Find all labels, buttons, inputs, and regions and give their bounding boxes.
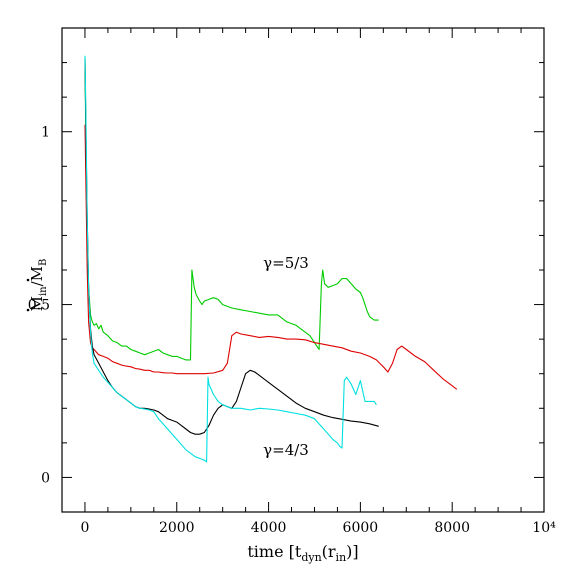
x-axis-label: time [tdyn(rin)] (247, 542, 358, 564)
series-line-4 (84, 55, 377, 463)
annotation-2: γ=4/3 (263, 441, 309, 459)
y-label-num: M (28, 296, 46, 311)
x-tick-label: 4000 (251, 520, 287, 536)
tick-layer: 0 2000 4000 6000 8000 10⁴ 0 0.5 1 (28, 27, 556, 536)
y-label-den: M (28, 266, 46, 281)
annotation-layer: γ=5/3 γ=4/3 (263, 254, 309, 459)
svg-text:Min/MB: Min/MB (28, 259, 49, 312)
x-tick-label: 10⁴ (532, 520, 556, 536)
x-tick-label: 6000 (343, 520, 379, 536)
annotation-1: γ=5/3 (263, 254, 309, 272)
x-tick-label: 2000 (159, 520, 195, 536)
series-line-1 (84, 59, 379, 361)
y-label-dot-1 (26, 308, 30, 312)
series-line-2 (84, 124, 458, 390)
y-axis-label: Min/MB (26, 259, 49, 312)
y-tick-label: 0 (41, 470, 50, 486)
y-label-dot-2 (26, 278, 30, 282)
y-tick-label: 0.5 (28, 298, 50, 314)
series-line-3 (84, 59, 379, 435)
x-tick-label: 8000 (434, 520, 470, 536)
x-tick-label: 0 (80, 520, 89, 536)
y-tick-label: 1 (41, 125, 50, 141)
series-layer (84, 55, 458, 463)
